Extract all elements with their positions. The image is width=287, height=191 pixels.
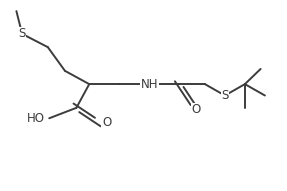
Text: HO: HO [27,112,45,125]
Text: O: O [102,117,111,129]
Text: O: O [192,103,201,116]
Text: S: S [221,89,228,102]
Text: NH: NH [140,78,158,91]
Text: S: S [18,27,26,40]
